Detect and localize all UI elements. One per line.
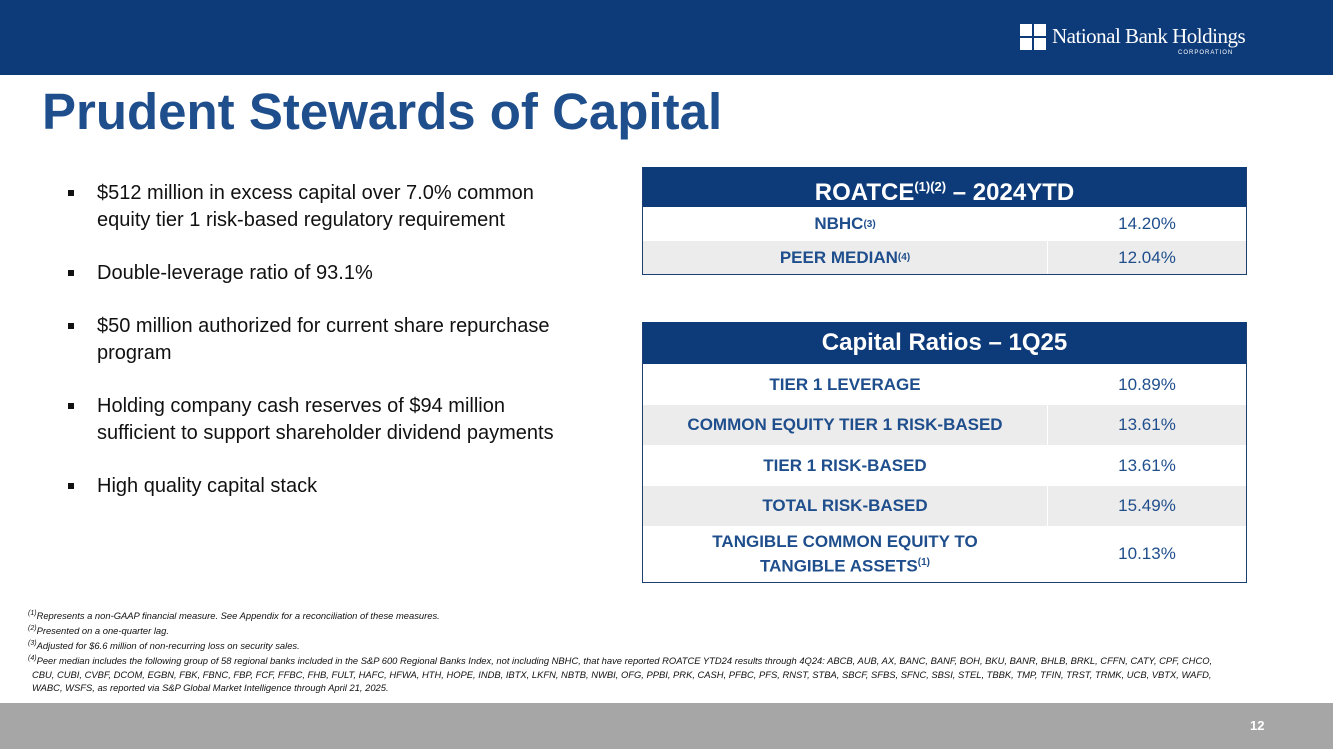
table-row: TANGIBLE COMMON EQUITY TO TANGIBLE ASSET… [643, 526, 1246, 582]
label-sup: (4) [897, 252, 911, 263]
bullet: Double-leverage ratio of 93.1% [66, 260, 586, 287]
slide-title: Prudent Stewards of Capital [42, 83, 723, 140]
row-value: 13.61% [1118, 415, 1176, 434]
footnote-text: Adjusted for $6.6 million of non-recurri… [36, 640, 300, 652]
row-label: TOTAL RISK-BASED [643, 486, 1048, 526]
header-text: – 2024YTD [946, 179, 1075, 206]
row-label: NBHC (3) [643, 207, 1048, 241]
roatce-table: ROATCE(1)(2) – 2024YTD NBHC (3) 14.20% PEE… [642, 167, 1247, 275]
row-value: 12.04% [1118, 247, 1176, 267]
footnote-text: Represents a non-GAAP financial measure.… [36, 610, 440, 622]
row-value: 13.61% [1118, 455, 1176, 475]
table-row: TIER 1 RISK-BASED 13.61% [643, 445, 1246, 486]
table-row: PEER MEDIAN (4) 12.04% [643, 241, 1246, 274]
footnote-marker: (1) [28, 610, 37, 617]
table-row: NBHC (3) 14.20% [643, 207, 1246, 241]
footnote-marker: (2) [28, 625, 37, 633]
logo-name: National Bank Holdings [1052, 24, 1246, 48]
label-text: NBHC [814, 214, 864, 233]
footnote-marker: (3) [28, 640, 37, 648]
page-number: 12 [1250, 718, 1265, 733]
row-value: 10.89% [1118, 374, 1176, 394]
footnote: (3)Adjusted for $6.6 million of non-recu… [28, 637, 1228, 652]
footnote: (4)Peer median includes the following gr… [28, 652, 1228, 693]
bullet: $512 million in excess capital over 7.0%… [66, 180, 586, 234]
label-sup: (3) [863, 218, 876, 230]
row-label: TIER 1 RISK-BASED [643, 445, 1048, 486]
header-text: ROATCE [814, 179, 915, 206]
bullet: High quality capital stack [66, 473, 586, 500]
label-sup: (1) [917, 557, 930, 569]
bullet: Holding company cash reserves of $94 mil… [66, 393, 586, 447]
bottom-bar [0, 703, 1333, 749]
logo-sub: CORPORATION [1178, 50, 1234, 56]
row-label: PEER MEDIAN (4) [643, 241, 1048, 274]
footnotes: (1)Represents a non-GAAP financial measu… [28, 607, 1228, 694]
table-header: Capital Ratios – 1Q25 [643, 322, 1246, 364]
footnote: (2)Presented on a one-quarter lag. [28, 622, 1228, 637]
footnote-text: Peer median includes the following group… [32, 655, 1213, 693]
capital-table: Capital Ratios – 1Q25 TIER 1 LEVERAGE 10.… [642, 322, 1247, 583]
header-sup: (1)(2) [914, 179, 947, 194]
table-row: TIER 1 LEVERAGE 10.89% [643, 364, 1246, 405]
label-text: PEER MEDIAN [779, 247, 898, 267]
label-text: TANGIBLE COMMON EQUITY TO TANGIBLE ASSET… [712, 532, 978, 576]
footnote-marker: (4) [28, 655, 37, 663]
top-bar: National Bank Holdings CORPORATION [0, 0, 1333, 75]
table-row: TOTAL RISK-BASED 15.49% [643, 486, 1246, 526]
table-row: COMMON EQUITY TIER 1 RISK-BASED 13.61% [643, 405, 1246, 445]
row-value: 14.20% [1118, 214, 1176, 233]
bullet-list: $512 million in excess capital over 7.0%… [66, 180, 586, 526]
footnote-text: Presented on a one-quarter lag. [36, 625, 169, 637]
row-label: TIER 1 LEVERAGE [643, 364, 1048, 405]
table-header: ROATCE(1)(2) – 2024YTD [643, 167, 1246, 207]
row-label: COMMON EQUITY TIER 1 RISK-BASED [643, 405, 1048, 445]
bullet: $50 million authorized for current share… [66, 313, 586, 367]
logo-icon [1020, 24, 1046, 50]
row-value: 15.49% [1118, 496, 1176, 515]
row-label: TANGIBLE COMMON EQUITY TO TANGIBLE ASSET… [643, 526, 1048, 582]
footnote: (1)Represents a non-GAAP financial measu… [28, 607, 1228, 622]
row-value: 10.13% [1118, 544, 1176, 563]
